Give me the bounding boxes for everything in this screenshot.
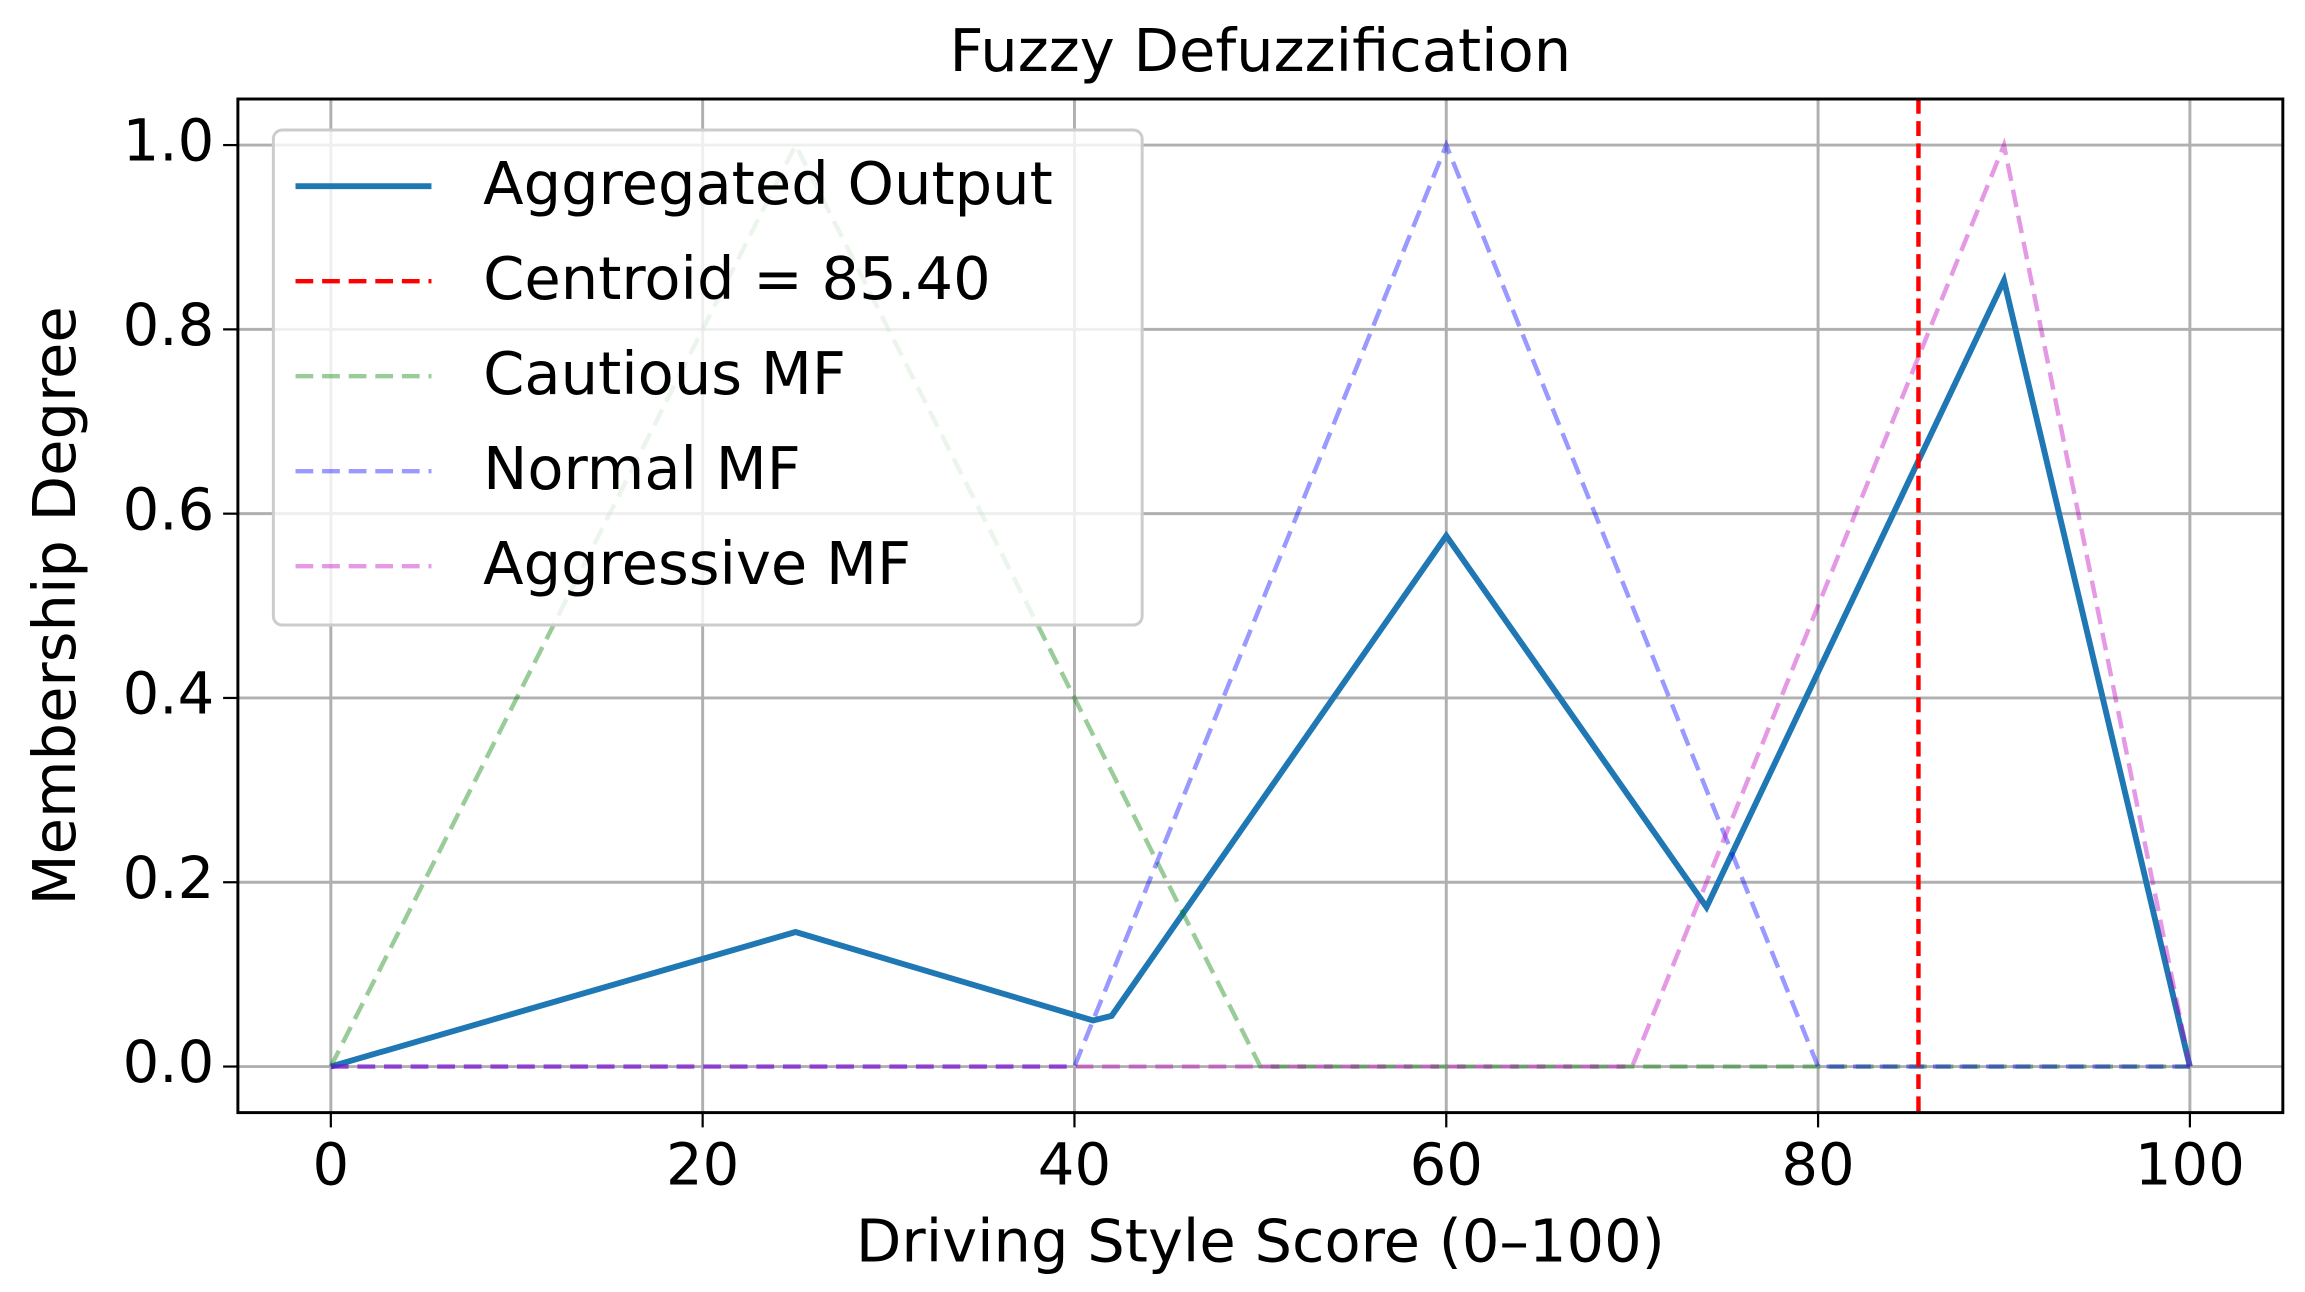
x-tick-label: 80 [1781, 1131, 1854, 1198]
legend-label: Cautious MF [483, 339, 846, 408]
legend-label: Centroid = 85.40 [483, 244, 991, 313]
y-tick-label: 0.4 [123, 661, 215, 728]
y-axis-label: Membership Degree [20, 306, 89, 905]
y-tick-label: 0.8 [123, 292, 215, 359]
chart-title: Fuzzy Defuzzification [950, 16, 1572, 85]
y-tick-label: 0.6 [123, 476, 215, 543]
legend-label: Aggregated Output [483, 149, 1053, 218]
y-tick-label: 0.0 [123, 1029, 215, 1096]
legend-label: Aggressive MF [483, 529, 911, 598]
y-tick-label: 0.2 [123, 845, 215, 912]
series-line [330, 137, 2193, 1069]
x-tick-label: 60 [1410, 1131, 1483, 1198]
legend-label: Normal MF [483, 434, 801, 503]
series-line [330, 271, 2193, 1070]
legend-box [271, 128, 1144, 627]
series-line [330, 139, 2190, 1069]
x-axis-label: Driving Style Score (0–100) [856, 1207, 1665, 1276]
x-tick-label: 100 [2135, 1131, 2245, 1198]
y-tick-label: 1.0 [123, 108, 215, 175]
x-tick-label: 40 [1038, 1131, 1111, 1198]
x-tick-label: 20 [666, 1131, 739, 1198]
plot-frame [236, 97, 2285, 1115]
x-tick-label: 0 [313, 1131, 350, 1198]
